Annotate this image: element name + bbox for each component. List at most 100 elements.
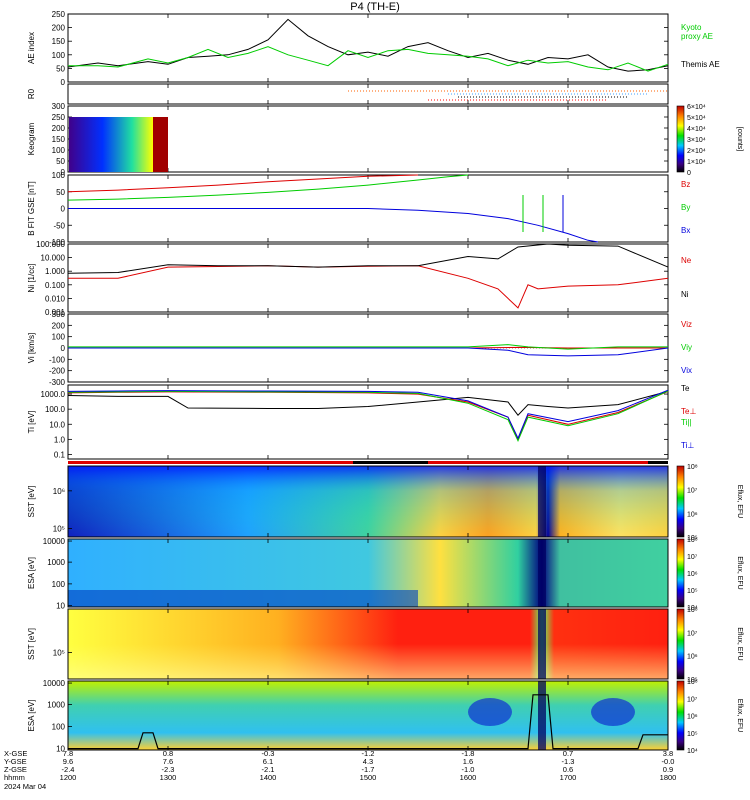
footer-value: 1800 — [660, 773, 677, 782]
temperature-panel-y-tick-label: 0.1 — [54, 450, 66, 459]
sst-ion-colorbar-tick: 10⁷ — [687, 488, 698, 495]
ae-panel-y-tick-label: 50 — [56, 64, 65, 73]
keogram-colorbar-tick: 1×10⁴ — [687, 159, 706, 166]
temperature-series-line — [67, 389, 669, 440]
footer-row-label: Y-GSE — [4, 757, 27, 766]
sst-electron-colorbar-tick: 10⁸ — [687, 607, 698, 614]
legend-ti-par: Ti|| — [681, 418, 692, 427]
ae-panel-ylabel: AE index — [27, 32, 36, 64]
keogram-panel-y-tick-label: 100 — [52, 146, 66, 155]
keogram-colorbar-tick: 2×10⁴ — [687, 148, 706, 155]
esa-ion-panel-y-tick-label: 100 — [52, 580, 66, 589]
legend-bx: Bx — [681, 226, 690, 235]
footer-row-label: 2024 Mar 04 — [4, 782, 46, 791]
sst-electron-colorbar-tick: 10⁶ — [687, 654, 698, 661]
esa-ion-low-energy-band — [68, 590, 418, 607]
footer-value: -0.3 — [262, 749, 275, 758]
footer-value: -1.2 — [362, 749, 375, 758]
b-field-panel-y-tick-label: -50 — [53, 221, 65, 230]
velocity-panel-y-tick-label: -200 — [49, 367, 66, 376]
legend-themis-ae: Themis AE — [681, 60, 720, 69]
sst-ion-colorbar-label: Eflux, EFU — [736, 485, 743, 518]
footer-value: 1500 — [360, 773, 377, 782]
sst-electron-colorbar-label: Eflux, EFU — [736, 627, 743, 660]
footer-value: 0.8 — [163, 749, 173, 758]
sst-electron-spectrogram-shading — [68, 609, 668, 679]
density-panel-y-tick-label: 100.000 — [36, 240, 65, 249]
sst-ion-spectrogram-shading — [68, 466, 668, 537]
temperature-panel-y-tick-label: 10.0 — [49, 420, 65, 429]
plot-title: P4 (TH-E) — [350, 1, 400, 13]
sst-electron-panel-y-tick-label: 10⁵ — [53, 648, 65, 657]
sst-electron-panel-ylabel: SST [eV] — [27, 628, 36, 660]
b-field-panel-y-tick-label: -100 — [49, 238, 66, 247]
footer-value: 4.3 — [363, 757, 373, 766]
density-panel-y-tick-label: 0.010 — [45, 294, 66, 303]
keogram-colorbar-label: [counts] — [736, 127, 743, 152]
velocity-panel-y-tick-label: 0 — [61, 344, 66, 353]
footer-value: 1.6 — [463, 757, 473, 766]
velocity-series-line — [68, 344, 668, 350]
density-panel-y-tick-label: 0.001 — [45, 308, 66, 317]
esa-electron-colorbar-tick: 10⁵ — [687, 731, 698, 738]
density-panel-frame — [67, 243, 669, 313]
velocity-panel-y-tick-label: 100 — [52, 333, 66, 342]
legend-bz: Bz — [681, 180, 690, 189]
ae-panel-y-tick-label: 200 — [52, 24, 66, 33]
esa-electron-depletion — [591, 698, 635, 727]
temperature-panel-y-tick-label: 1.0 — [54, 435, 66, 444]
b-field-panel-y-tick-label: 50 — [56, 188, 65, 197]
sst-electron-colorbar-tick: 10⁷ — [687, 630, 698, 637]
esa-ion-dropout-band — [538, 539, 546, 607]
mode-bar-fast-segment — [353, 461, 428, 464]
temperature-panel-y-tick-label: 100.0 — [45, 405, 66, 414]
footer-value: 1400 — [260, 773, 277, 782]
sst-ion-colorbar-tick: 10⁵ — [687, 535, 698, 542]
velocity-panel-y-tick-label: -100 — [49, 355, 66, 364]
ae-panel-y-tick-label: 250 — [52, 10, 66, 19]
esa-ion-colorbar-tick: 10⁶ — [687, 571, 698, 578]
esa-electron-panel-ylabel: ESA [eV] — [27, 699, 36, 731]
keogram-panel-y-tick-label: 0 — [61, 168, 66, 177]
footer-value: 9.6 — [63, 757, 73, 766]
footer-value: 1600 — [460, 773, 477, 782]
ae-panel-frame — [67, 13, 669, 83]
sst-ion-panel-y-tick-label: 10⁶ — [53, 487, 65, 496]
velocity-series-line — [68, 347, 669, 357]
esa-electron-panel-y-tick-label: 10 — [56, 745, 65, 754]
legend-ne: Ne — [681, 256, 692, 265]
footer-row-label: hhmm — [4, 773, 25, 782]
esa-electron-colorbar-label: Eflux, EFU — [736, 699, 743, 732]
ae-series-line — [67, 18, 669, 72]
esa-electron-depletion — [468, 698, 512, 727]
legend-by: By — [681, 203, 690, 212]
keogram-colorbar — [676, 105, 685, 173]
b-field-series-line — [67, 174, 469, 201]
density-panel-y-tick-label: 1.000 — [45, 267, 66, 276]
footer-value: -1.8 — [462, 749, 475, 758]
temperature-series-line — [67, 390, 669, 443]
footer-value: 1300 — [160, 773, 177, 782]
esa-ion-colorbar-tick: 10⁵ — [687, 588, 698, 595]
b-field-series-line — [68, 208, 599, 243]
keogram-panel-y-tick-label: 300 — [52, 102, 66, 111]
footer-value: 0.7 — [563, 749, 573, 758]
density-series-line — [67, 243, 669, 274]
legend-ti-perp: Ti⊥ — [681, 441, 694, 450]
legend-te-perp: Te⊥ — [681, 407, 696, 416]
footer-value: -1.0 — [462, 765, 475, 774]
keogram-panel-ylabel: Keogram — [27, 122, 36, 155]
footer-value: 0.9 — [663, 765, 673, 774]
velocity-panel-y-tick-label: 200 — [52, 321, 66, 330]
esa-electron-panel-y-tick-label: 1000 — [47, 700, 65, 709]
esa-ion-panel-y-tick-label: 10 — [56, 602, 65, 611]
temperature-series-line — [67, 390, 669, 416]
velocity-panel-y-tick-label: -300 — [49, 378, 66, 387]
esa-electron-panel-y-tick-label: 100 — [52, 723, 66, 732]
footer-value: -0.0 — [662, 757, 675, 766]
keogram-panel-y-tick-label: 200 — [52, 124, 66, 133]
keogram-colorbar-tick: 4×10⁴ — [687, 126, 706, 133]
footer-value: 7.6 — [163, 757, 173, 766]
esa-ion-colorbar-label: Eflux, EFU — [736, 556, 743, 589]
sst-electron-colorbar — [676, 608, 685, 680]
